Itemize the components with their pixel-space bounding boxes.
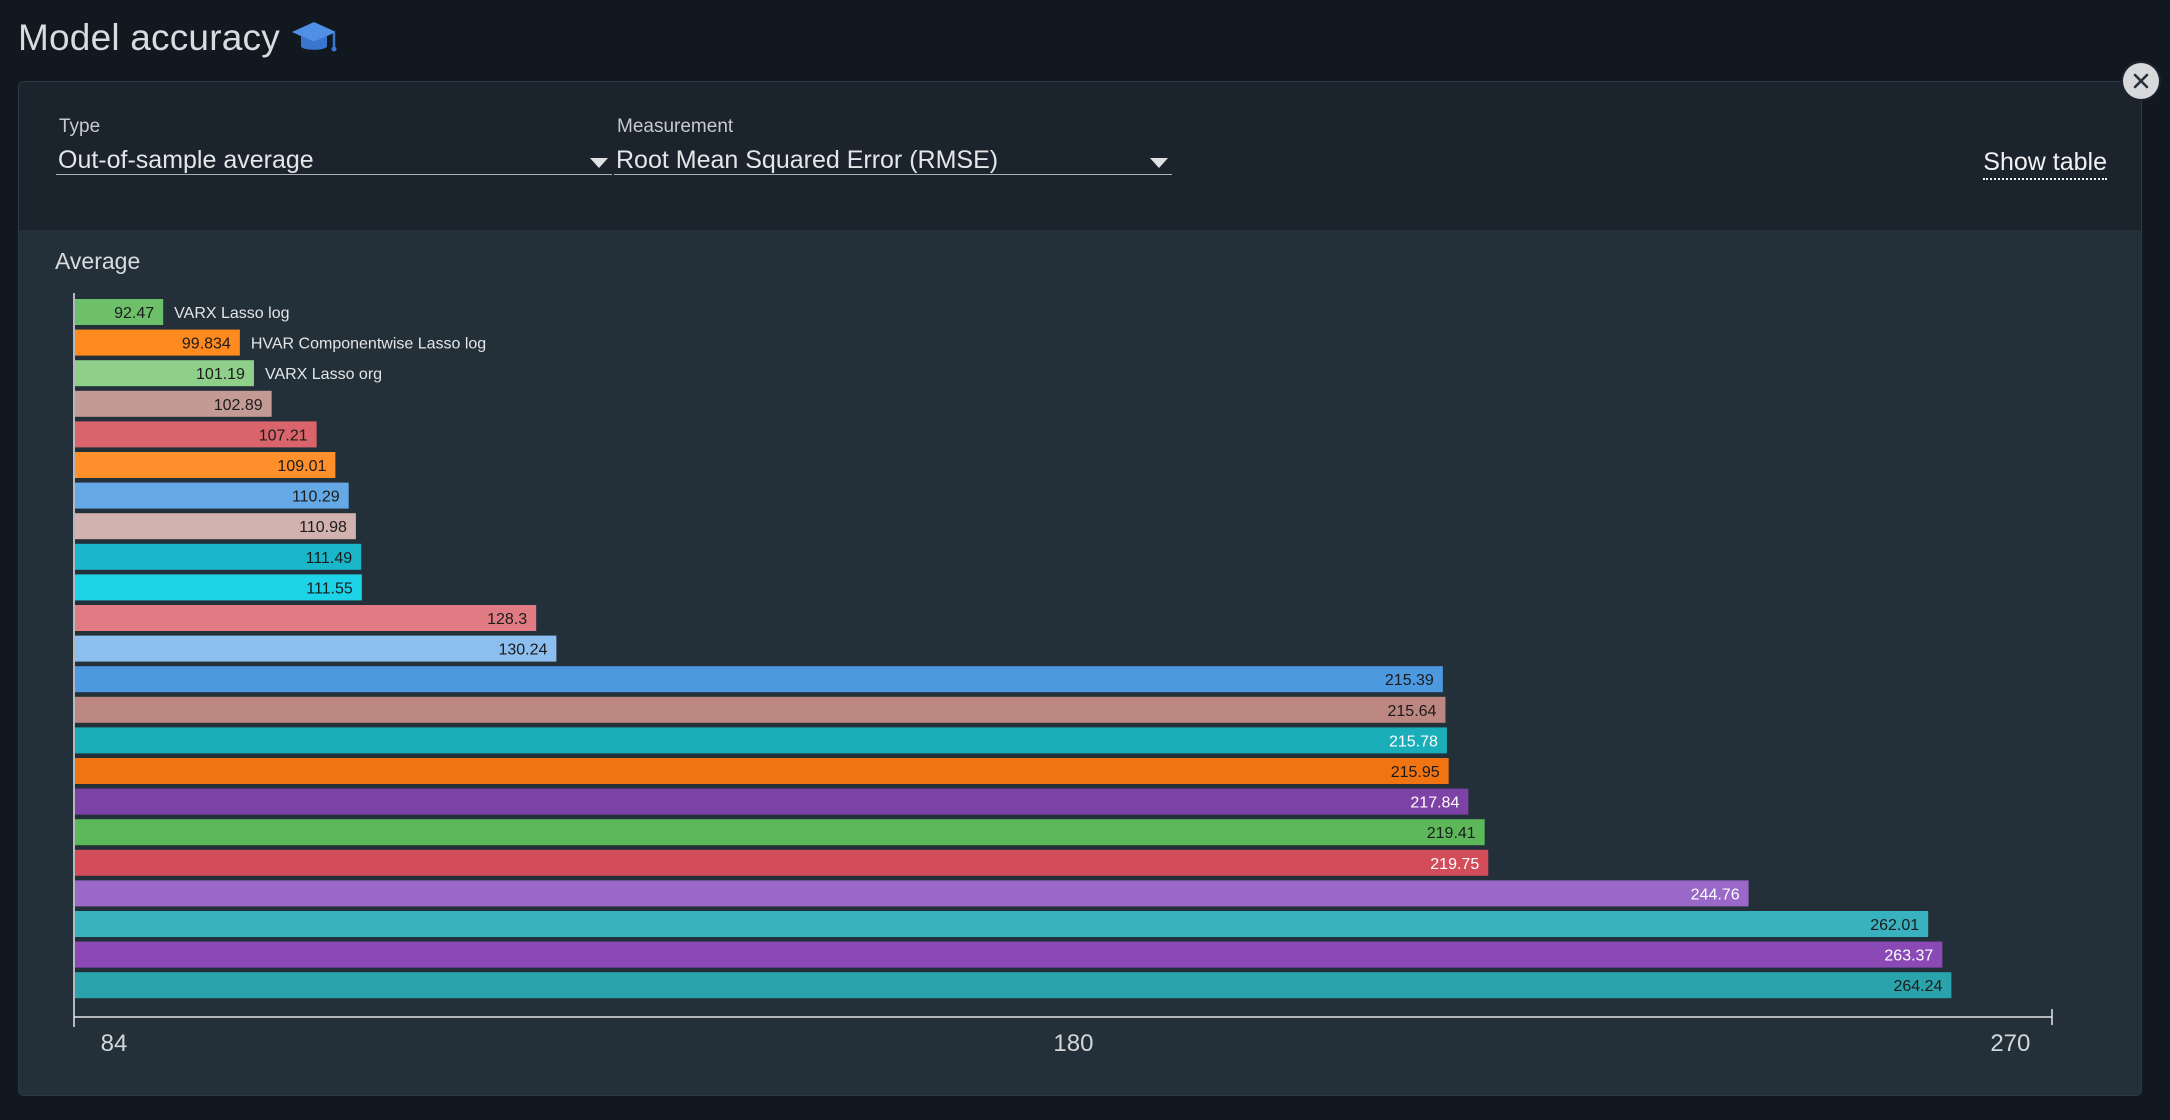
bar-value-label: 128.3 (487, 611, 527, 628)
close-icon (2133, 73, 2149, 89)
bar-value-label: 215.78 (1389, 733, 1438, 750)
title-row: Model accuracy (18, 14, 338, 62)
measurement-label: Measurement (617, 116, 734, 137)
close-button[interactable] (2123, 63, 2159, 99)
bar-value-label: 264.24 (1893, 978, 1942, 995)
bar-value-label: 101.19 (196, 366, 245, 383)
bar-value-label: 263.37 (1884, 948, 1933, 965)
bar (75, 574, 362, 601)
bar-value-label: 219.41 (1427, 825, 1476, 842)
x-tick-label: 270 (1990, 1030, 2030, 1057)
bar-value-label: 109.01 (277, 458, 326, 475)
type-select[interactable]: Type Out-of-sample average (56, 116, 612, 175)
type-value: Out-of-sample average (58, 146, 314, 174)
graduation-cap-icon (290, 18, 338, 58)
measurement-select[interactable]: Measurement Root Mean Squared Error (RMS… (614, 116, 1172, 175)
bar (75, 727, 1447, 754)
bar-name-label: HVAR Componentwise Lasso log (251, 336, 486, 353)
bar-value-label: 215.64 (1388, 703, 1437, 720)
bar-value-label: 110.29 (292, 489, 340, 506)
bar-value-label: 102.89 (214, 397, 263, 414)
bar (75, 452, 336, 478)
controls-bar: Type Out-of-sample average Measurement R… (19, 82, 2141, 230)
bar (75, 849, 1489, 876)
bar-value-label: 92.47 (114, 305, 154, 322)
chart-title: Average (55, 248, 141, 274)
chevron-down-icon (590, 158, 608, 168)
bar-value-label: 244.76 (1691, 886, 1740, 903)
show-table-link[interactable]: Show table (1983, 148, 2107, 180)
bar-value-label: 99.834 (182, 336, 231, 353)
bar-value-label: 217.84 (1410, 795, 1459, 812)
page-title: Model accuracy (18, 17, 280, 58)
bar-name-label: VARX Lasso log (174, 305, 289, 322)
bar (75, 329, 240, 356)
x-tick-label: 180 (1053, 1030, 1093, 1057)
bar (75, 543, 362, 570)
bar (75, 696, 1446, 723)
bar-value-label: 110.98 (299, 519, 347, 536)
bar (75, 635, 557, 662)
bar-value-label: 219.75 (1430, 856, 1479, 873)
chart-card: Type Out-of-sample average Measurement R… (18, 81, 2142, 1096)
bar-value-label: 215.95 (1391, 764, 1440, 781)
bar (75, 299, 164, 325)
measurement-value: Root Mean Squared Error (RMSE) (616, 146, 999, 174)
type-label: Type (59, 116, 101, 137)
bar (75, 941, 1943, 968)
chevron-down-icon (1150, 158, 1168, 168)
bar (75, 758, 1449, 784)
bar-value-label: 111.49 (306, 550, 353, 567)
x-tick-label: 84 (101, 1030, 128, 1057)
bar (75, 513, 356, 540)
bar-value-label: 262.01 (1870, 917, 1919, 934)
bar-value-label: 107.21 (259, 427, 308, 444)
bar (75, 788, 1469, 815)
bar (75, 360, 254, 387)
bar (75, 482, 349, 509)
bar-chart: 92.47 VARX Lasso log 99.834 HVAR Componentw… (73, 293, 2053, 1057)
bar (75, 911, 1929, 937)
bar-value-label: 111.55 (306, 580, 353, 597)
bar (75, 390, 272, 417)
bar (75, 421, 317, 448)
bar-value-label: 215.39 (1385, 672, 1434, 689)
bar (75, 972, 1952, 999)
bar (75, 819, 1485, 846)
bar (75, 605, 537, 631)
bar-name-label: VARX Lasso org (265, 366, 382, 383)
bar (75, 666, 1443, 693)
bar-value-label: 130.24 (498, 642, 547, 659)
bar (75, 880, 1749, 907)
